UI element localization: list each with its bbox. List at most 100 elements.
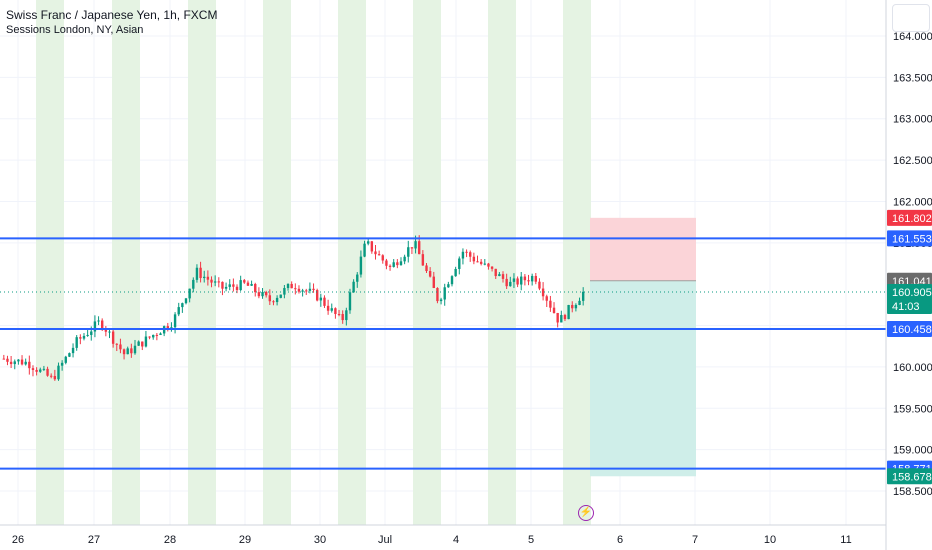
countdown-label: 41:03 xyxy=(892,301,920,313)
candle xyxy=(341,314,344,321)
candle xyxy=(31,368,35,370)
y-tick-label: 162.000 xyxy=(893,196,932,208)
candle xyxy=(410,247,414,249)
stop-loss-zone xyxy=(590,217,696,281)
candle xyxy=(46,368,49,376)
candle xyxy=(472,256,476,262)
candle xyxy=(192,279,195,289)
candle xyxy=(199,267,202,279)
candle xyxy=(166,326,169,329)
candle xyxy=(363,243,366,257)
price-label: 158.678 xyxy=(892,471,932,483)
candle xyxy=(305,290,308,292)
candle xyxy=(450,276,454,285)
candle xyxy=(239,280,242,291)
candle xyxy=(326,305,330,311)
candle xyxy=(177,307,180,315)
candle xyxy=(319,297,323,301)
candle xyxy=(279,294,282,298)
candle xyxy=(64,356,67,363)
candle xyxy=(155,334,159,336)
y-tick-label: 160.000 xyxy=(893,362,932,374)
candle xyxy=(60,362,64,366)
candle xyxy=(82,335,86,339)
menu-icon[interactable] xyxy=(892,4,930,32)
candle xyxy=(509,281,512,287)
price-label: 160.905 xyxy=(892,287,932,299)
x-tick-label: 11 xyxy=(840,534,851,546)
candle xyxy=(130,348,133,354)
candle xyxy=(283,288,286,295)
candle xyxy=(501,274,505,279)
candle xyxy=(443,287,446,300)
candle xyxy=(268,295,272,302)
candle xyxy=(210,279,213,283)
x-tick-label: 6 xyxy=(617,534,623,546)
candle xyxy=(261,291,264,297)
candle xyxy=(144,336,148,347)
candle xyxy=(181,303,184,308)
lightning-event-icon[interactable]: ⚡ xyxy=(578,505,594,521)
candle xyxy=(414,241,417,249)
symbol-title: Swiss Franc / Japanese Yen, 1h, FXCM xyxy=(6,8,218,22)
candle xyxy=(418,241,421,255)
candle xyxy=(170,327,173,329)
candle xyxy=(381,255,384,261)
candle xyxy=(505,278,508,287)
candle xyxy=(348,292,352,311)
price-label-bg xyxy=(887,284,932,315)
candle xyxy=(221,281,224,289)
candle xyxy=(217,281,221,283)
candle xyxy=(487,263,490,267)
candle xyxy=(567,304,570,320)
candle xyxy=(152,334,155,338)
candle xyxy=(377,254,381,256)
candle xyxy=(330,308,333,311)
price-label-bg xyxy=(887,468,932,485)
candle xyxy=(195,267,199,280)
candle xyxy=(541,288,545,297)
candle xyxy=(479,261,483,264)
candle xyxy=(534,275,538,282)
chart-legend: Swiss Franc / Japanese Yen, 1h, FXCM Ses… xyxy=(6,8,217,38)
candle xyxy=(24,361,27,365)
candle xyxy=(352,281,355,293)
candle xyxy=(356,274,359,282)
price-label-bg xyxy=(887,321,932,338)
candle xyxy=(359,256,363,275)
candle xyxy=(323,297,326,306)
candle xyxy=(272,301,275,303)
candle xyxy=(370,241,374,252)
candle xyxy=(111,331,115,344)
candle xyxy=(13,361,16,365)
candle xyxy=(6,358,9,362)
candle xyxy=(439,299,443,302)
candle xyxy=(549,300,552,308)
y-tick-label: 159.000 xyxy=(893,445,932,457)
candle xyxy=(527,280,530,282)
candle xyxy=(39,369,42,372)
candle xyxy=(366,241,370,244)
y-tick-label: 158.500 xyxy=(893,486,932,498)
x-tick-label: 5 xyxy=(528,534,534,546)
price-label-bg xyxy=(887,230,932,247)
candle xyxy=(425,265,428,272)
y-tick-label: 163.000 xyxy=(893,114,932,126)
candle xyxy=(545,296,548,301)
candle xyxy=(392,262,395,267)
candle xyxy=(494,268,497,277)
candle xyxy=(93,321,97,332)
y-tick-label: 162.500 xyxy=(893,155,932,167)
candle xyxy=(250,283,253,286)
candle xyxy=(461,251,465,259)
x-tick-label: 4 xyxy=(453,534,459,546)
candle xyxy=(556,312,559,323)
x-tick-label: 30 xyxy=(314,534,326,546)
candle xyxy=(228,284,231,287)
indicator-title: Sessions London, NY, Asian xyxy=(6,24,144,36)
candle xyxy=(345,310,348,321)
candle xyxy=(71,347,75,354)
candle xyxy=(42,368,46,370)
candle xyxy=(421,254,425,266)
